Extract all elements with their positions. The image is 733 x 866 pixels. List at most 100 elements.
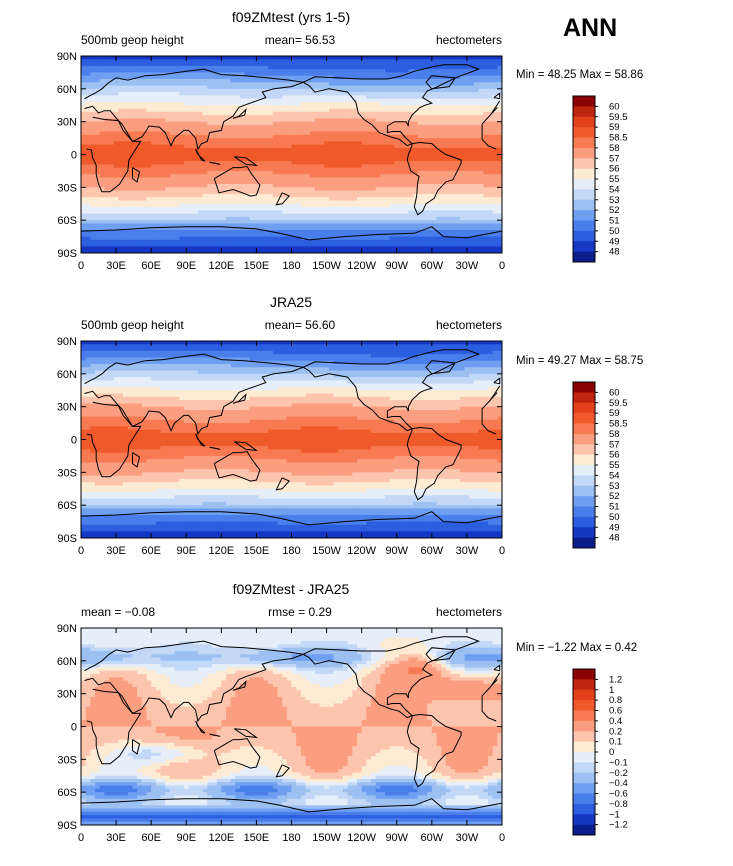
colorbar-swatch: [573, 241, 595, 252]
coastline: [195, 720, 206, 734]
lat-tick-label: 90N: [57, 336, 77, 348]
contour-field: [81, 628, 502, 825]
colorbar-swatch: [573, 710, 595, 722]
coastline: [195, 148, 206, 162]
colorbar-swatch: [573, 96, 595, 107]
colorbar-label: 59: [609, 122, 620, 133]
coastlines: [81, 64, 502, 241]
panel-min-max: Min = 49.27 Max = 58.75: [516, 355, 643, 367]
coastline: [213, 165, 261, 197]
colorbar-swatch: [573, 127, 595, 138]
lon-tick-label: 60E: [141, 260, 161, 272]
panel-center-label: mean= 56.60: [265, 318, 336, 332]
panel-title: f09ZMtest (yrs 1-5): [232, 9, 350, 25]
colorbar-swatch: [573, 516, 595, 528]
coastline: [425, 647, 457, 662]
coastline: [84, 68, 501, 151]
colorbar-label: 0.4: [609, 716, 622, 727]
colorbar-swatch: [573, 106, 595, 118]
lon-tick-label: 60E: [141, 832, 161, 844]
colorbar-swatch: [573, 814, 595, 825]
colorbar-label: 1: [609, 685, 614, 696]
lon-tick-label: 90E: [176, 545, 196, 557]
lat-tick-label: 30N: [57, 402, 77, 414]
colorbar-swatch: [573, 485, 595, 497]
colorbar-swatch: [573, 537, 595, 549]
lon-tick-label: 90W: [385, 260, 408, 272]
colorbar-label: 60: [609, 101, 620, 112]
colorbar-swatch: [573, 700, 595, 711]
lon-tick-label: 120W: [347, 832, 376, 844]
lon-tick-label: 30E: [106, 545, 126, 557]
colorbar-label: 56: [609, 450, 620, 461]
panel-title: f09ZMtest - JRA25: [233, 581, 350, 597]
lat-tick-label: 60N: [57, 84, 77, 96]
colorbar-label: 49: [609, 522, 620, 533]
colorbar-swatch: [573, 741, 595, 753]
colorbar-swatch: [573, 413, 595, 424]
lon-tick-label: 90E: [176, 260, 196, 272]
coastline: [86, 686, 497, 765]
coastline: [132, 452, 141, 468]
lon-tick-label: 150W: [312, 545, 341, 557]
panel-min-max: Min = −1.22 Max = 0.42: [516, 642, 637, 654]
coastline: [81, 511, 502, 526]
panel-units-label: hectometers: [436, 318, 502, 332]
colorbar-label: 60: [609, 387, 620, 398]
colorbar-swatch: [573, 210, 595, 221]
colorbar-swatch: [573, 752, 595, 763]
coastline: [275, 192, 291, 206]
lon-tick-label: 150E: [244, 832, 270, 844]
colorbar-label: 59.5: [609, 398, 628, 409]
coastline: [233, 728, 259, 739]
colorbar-swatch: [573, 772, 595, 784]
colorbar-swatch: [573, 137, 595, 149]
lat-tick-label: 30S: [57, 754, 77, 766]
colorbar-swatch: [573, 147, 595, 159]
lat-tick-label: 90S: [57, 248, 77, 260]
lon-tick-label: 60W: [421, 260, 444, 272]
colorbar-swatch: [573, 392, 595, 404]
lon-tick-label: 60W: [421, 832, 444, 844]
panel-center-label: rmse = 0.29: [268, 605, 332, 619]
coastline: [302, 64, 481, 147]
lat-tick-label: 60S: [57, 500, 77, 512]
lat-tick-label: 90N: [57, 623, 77, 635]
lon-tick-label: 150E: [244, 545, 270, 557]
panel-left-label: mean = −0.08: [81, 605, 155, 619]
colorbar-label: 52: [609, 491, 620, 502]
coastline: [302, 636, 481, 719]
colorbar-label: −0.8: [609, 799, 628, 810]
lat-tick-label: 60S: [57, 787, 77, 799]
coastline: [493, 92, 501, 100]
colorbar-label: 0.6: [609, 706, 622, 717]
colorbar-swatch: [573, 783, 595, 794]
colorbar-swatch: [573, 251, 595, 263]
panel-units-label: hectometers: [436, 33, 502, 47]
colorbar-swatch: [573, 793, 595, 805]
colorbar-label: 59.5: [609, 112, 628, 123]
panel-min-max: Min = 48.25 Max = 58.86: [516, 69, 643, 81]
coastline: [406, 426, 462, 501]
colorbar-label: −0.4: [609, 778, 628, 789]
colorbar-label: −1: [609, 809, 620, 820]
coastline: [81, 798, 502, 813]
coastline: [275, 764, 291, 778]
colorbar-label: 0.1: [609, 737, 622, 748]
lon-tick-label: 30W: [456, 832, 479, 844]
coastlines: [81, 349, 502, 526]
colorbar-swatch: [573, 465, 595, 476]
colorbar-label: 51: [609, 502, 620, 513]
colorbar-label: 58.5: [609, 133, 628, 144]
colorbar-label: 49: [609, 236, 620, 247]
lon-tick-label: 0: [78, 832, 84, 844]
panel-units-label: hectometers: [436, 605, 502, 619]
panel-center-label: mean= 56.53: [265, 33, 336, 47]
colorbar-label: 56: [609, 164, 620, 175]
lon-tick-label: 0: [499, 832, 505, 844]
lon-tick-label: 30E: [106, 832, 126, 844]
colorbar-label: 0: [609, 747, 614, 758]
